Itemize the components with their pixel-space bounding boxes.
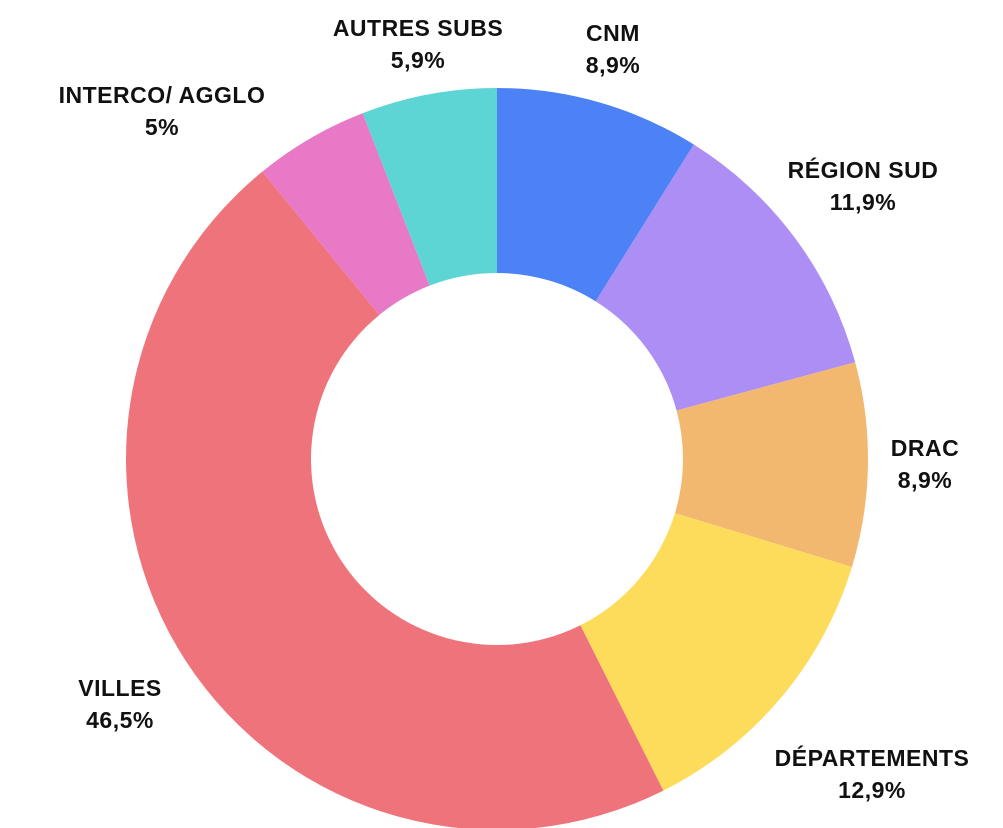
slice-label: RÉGION SUD bbox=[788, 156, 939, 183]
slice-value: 8,9% bbox=[898, 467, 952, 493]
slice-value: 46,5% bbox=[86, 707, 154, 733]
donut-slice bbox=[497, 88, 694, 302]
slice-label: AUTRES SUBS bbox=[333, 15, 503, 41]
slice-value: 12,9% bbox=[838, 777, 906, 803]
slice-label: DÉPARTEMENTS bbox=[775, 744, 970, 771]
slice-value: 8,9% bbox=[586, 52, 640, 78]
slice-value: 11,9% bbox=[830, 189, 896, 215]
slice-value: 5,9% bbox=[391, 47, 445, 73]
slice-label: INTERCO/ AGGLO bbox=[59, 82, 266, 108]
donut-slice bbox=[362, 88, 497, 286]
slice-label: DRAC bbox=[891, 435, 959, 461]
slice-label: CNM bbox=[586, 20, 640, 46]
donut-slice bbox=[262, 113, 430, 315]
donut-slice bbox=[595, 144, 856, 411]
slice-value: 5% bbox=[145, 114, 179, 140]
donut-slice bbox=[580, 513, 852, 791]
donut-slice bbox=[126, 171, 664, 828]
donut-slice bbox=[674, 362, 869, 567]
slice-label: VILLES bbox=[78, 675, 162, 701]
